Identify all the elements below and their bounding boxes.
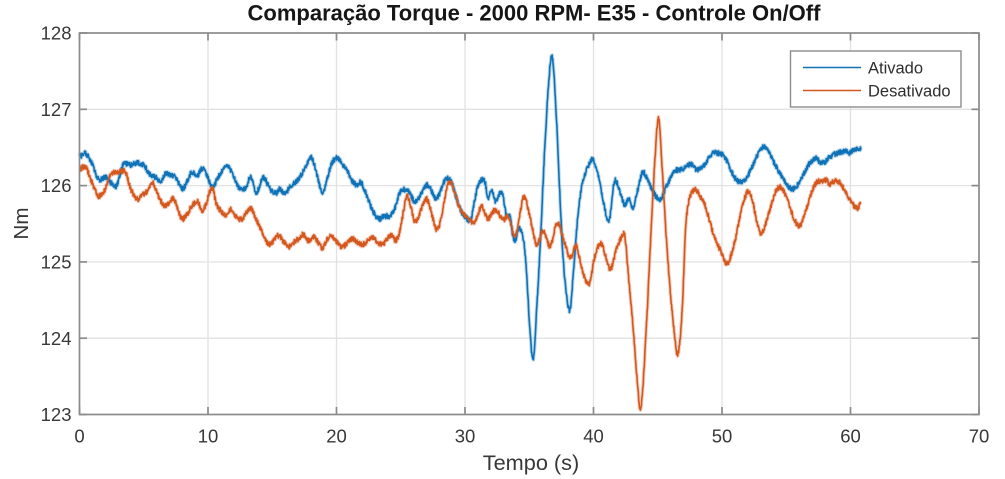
- svg-text:123: 123: [41, 404, 72, 425]
- svg-text:20: 20: [326, 426, 347, 447]
- svg-text:40: 40: [583, 426, 604, 447]
- svg-text:70: 70: [969, 426, 990, 447]
- svg-text:127: 127: [41, 99, 72, 120]
- svg-text:124: 124: [41, 328, 72, 349]
- svg-text:0: 0: [74, 426, 84, 447]
- svg-text:Comparação Torque - 2000 RPM-: Comparação Torque - 2000 RPM- E35 - Cont…: [248, 1, 822, 26]
- svg-text:50: 50: [712, 426, 733, 447]
- svg-text:126: 126: [41, 175, 72, 196]
- svg-text:30: 30: [455, 426, 476, 447]
- svg-text:Ativado: Ativado: [868, 60, 923, 78]
- svg-text:60: 60: [840, 426, 861, 447]
- svg-text:Nm: Nm: [10, 208, 33, 240]
- svg-text:10: 10: [198, 426, 219, 447]
- svg-text:Desativado: Desativado: [868, 83, 951, 101]
- svg-text:Tempo (s): Tempo (s): [483, 450, 579, 475]
- svg-text:128: 128: [41, 23, 72, 44]
- svg-text:125: 125: [41, 252, 72, 273]
